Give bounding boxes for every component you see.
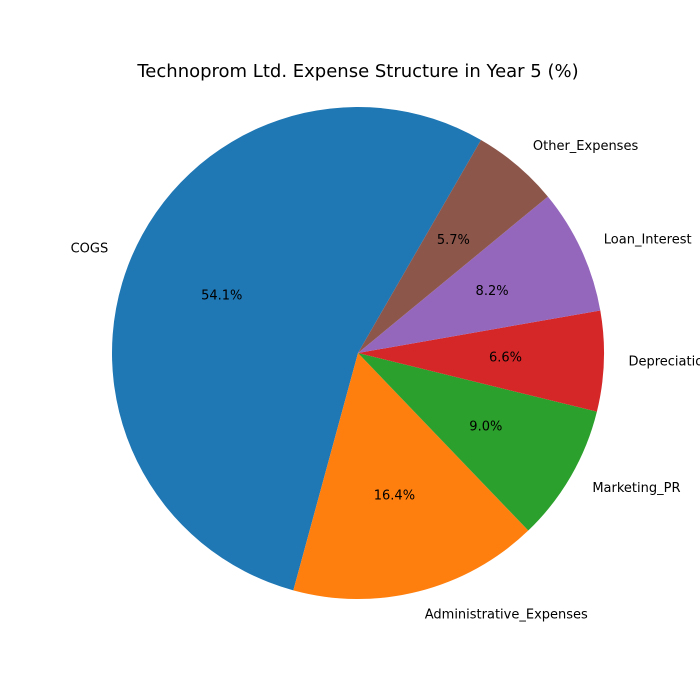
pie-labels: 54.1% COGS 16.4% Administrative_Expenses 9.0… [71,139,700,623]
slice-category-label: COGS [71,241,109,256]
slice-percent-label: 16.4% [374,489,415,504]
pie-slice-loan-interest [358,196,601,353]
pie-slice-other-expenses [358,139,548,353]
slice-category-label: Loan_Interest [604,232,692,247]
slice-percent-label: 6.6% [489,350,522,365]
slice-category-label: Depreciation [628,355,700,370]
chart-title: Technoprom Ltd. Expense Structure in Yea… [136,61,578,82]
slice-category-label: Administrative_Expenses [425,608,588,623]
slice-percent-label: 8.2% [476,284,509,299]
slice-category-label: Other_Expenses [533,139,639,154]
slice-percent-label: 9.0% [469,419,502,434]
pie-slice-marketing-pr [358,353,597,531]
pie-slice-administrative-expenses [293,353,529,599]
slice-percent-label: 5.7% [437,233,470,248]
slice-percent-label: 54.1% [201,289,242,304]
pie-slice-cogs [112,107,482,591]
slice-category-label: Marketing_PR [592,481,680,496]
pie-slice-depreciation [358,310,604,412]
pie-slices [112,107,604,599]
